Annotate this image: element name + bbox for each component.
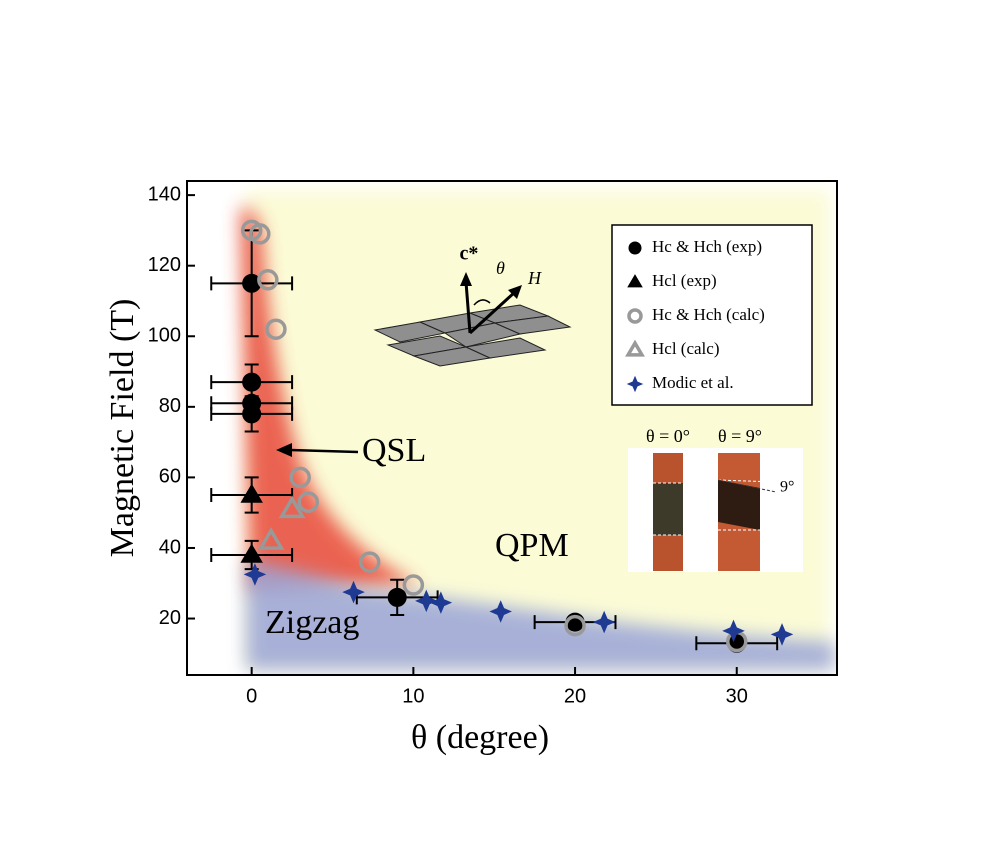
- arrow-head: [460, 272, 472, 286]
- x-tick-label: 0: [246, 685, 257, 707]
- y-tick-label: 120: [148, 254, 181, 276]
- legend: [611, 224, 813, 406]
- x-tick-label: 10: [402, 685, 424, 707]
- legend-marker: [628, 241, 642, 255]
- y-tick-label: 60: [159, 466, 181, 488]
- qsl-arrow: [289, 448, 359, 454]
- point: [289, 466, 311, 489]
- point: [243, 563, 267, 586]
- legend-label: Hcl (calc): [652, 339, 719, 358]
- marks: Hc & Hch (exp) Hcl (exp) Hc & Hch (calc) Hc…: [210, 219, 794, 653]
- point: [240, 483, 263, 503]
- y-axis-label: Magnetic Field (T): [104, 299, 141, 558]
- y-tick-label: 80: [159, 395, 181, 417]
- arrow-head: [276, 443, 292, 457]
- point: [297, 491, 320, 513]
- x-tick-label: 30: [726, 685, 748, 707]
- point: [415, 589, 438, 613]
- point: [358, 551, 381, 573]
- point: [278, 495, 306, 519]
- x-tick-label: 20: [564, 685, 586, 707]
- point: [242, 404, 262, 424]
- point: [592, 610, 616, 634]
- legend-label: Modic et al.: [652, 373, 734, 392]
- y-tick-label: 40: [159, 536, 181, 558]
- y-tick-label: 20: [159, 607, 181, 629]
- theta-label: θ: [496, 258, 505, 278]
- point: [257, 269, 279, 291]
- point: [257, 527, 285, 550]
- point: [402, 574, 425, 596]
- legend-marker: [627, 274, 643, 288]
- legend-label: Hcl (exp): [652, 271, 717, 290]
- x-axis-label: θ (degree): [411, 719, 549, 756]
- point: [265, 318, 287, 340]
- plot-frame: [186, 180, 838, 676]
- legend-marker: [625, 339, 645, 357]
- point: [240, 543, 263, 563]
- photo-label: θ = 9°: [718, 426, 762, 446]
- point: [242, 372, 262, 392]
- legend-label: Hc & Hch (exp): [652, 237, 762, 256]
- lattice-inset: [373, 304, 572, 367]
- c-axis-arrow: [464, 281, 472, 334]
- qsl-label: QSL: [362, 432, 426, 469]
- y-tick-label: 100: [148, 325, 181, 347]
- arrow-head: [508, 285, 522, 299]
- legend-marker: [626, 375, 644, 393]
- point: [429, 591, 453, 614]
- photo-angle-label: 9°: [780, 479, 794, 496]
- point: [342, 580, 365, 604]
- point: [387, 587, 407, 607]
- axes: 0 10 20 30 20 40 60 80 100 120 140: [148, 183, 748, 707]
- zigzag-label: Zigzag: [265, 604, 359, 641]
- point: [564, 614, 586, 637]
- angle-arc: [473, 299, 491, 306]
- photo-inset: [628, 448, 803, 572]
- y-tick-label: 140: [148, 183, 181, 205]
- point: [249, 223, 271, 245]
- zigzag-region: [246, 560, 835, 670]
- point: [489, 600, 512, 623]
- point: [770, 623, 794, 646]
- legend-marker: [627, 308, 643, 324]
- point: [722, 619, 745, 643]
- c-axis-label: c*: [460, 243, 479, 265]
- field-arrow: [468, 290, 517, 335]
- legend-label: Hc & Hch (calc): [652, 305, 765, 324]
- field-label: H: [527, 268, 542, 288]
- photo-label: θ = 0°: [646, 426, 690, 446]
- qpm-label: QPM: [495, 527, 569, 564]
